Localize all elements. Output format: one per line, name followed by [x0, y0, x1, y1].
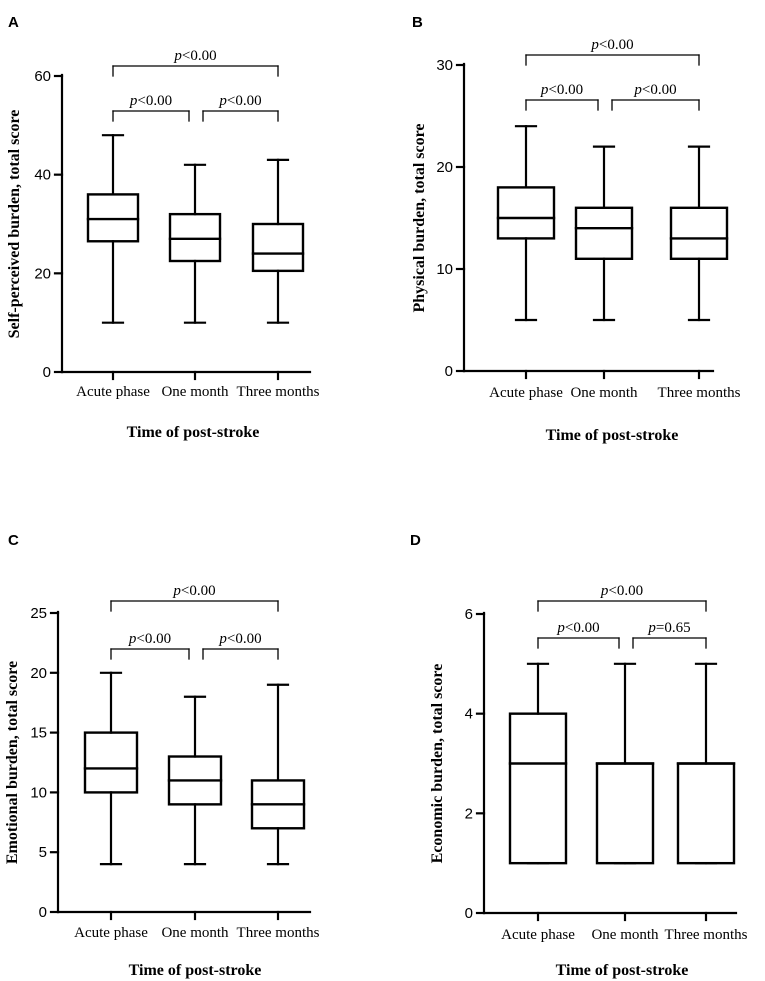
x-category-label: Acute phase: [501, 927, 575, 943]
panel-b: B 0 10 20 30 Acute phase One month Three months…: [411, 14, 741, 444]
x-axis-title: Time of post-stroke: [127, 424, 260, 441]
p-value-label: p<0.00: [129, 93, 172, 109]
y-tick-label: 0: [39, 904, 47, 921]
y-tick-label: 15: [30, 725, 47, 742]
panel-letter: C: [8, 532, 19, 549]
significance-bracket: p<0.00: [110, 583, 279, 612]
box-2: [574, 145, 634, 322]
box-2: [595, 662, 655, 865]
p-value-label: p<0.00: [540, 82, 583, 98]
box-3: [676, 662, 736, 865]
iqr-box: [168, 212, 222, 263]
iqr-box: [508, 712, 568, 865]
y-tick-label: 10: [30, 784, 47, 801]
p-value-label: p<0.00: [218, 93, 261, 109]
iqr-box: [496, 186, 556, 240]
x-axis-title: Time of post-stroke: [546, 427, 679, 444]
y-tick-label: 5: [39, 844, 47, 861]
p-value-label: p<0.00: [600, 583, 643, 599]
x-axis-title: Time of post-stroke: [556, 962, 689, 979]
iqr-box: [595, 762, 655, 865]
panel-letter: D: [410, 532, 421, 549]
x-category-label: Acute phase: [74, 925, 148, 941]
p-value-label: p<0.00: [172, 583, 215, 599]
box-3: [251, 158, 305, 324]
x-category-label: Three months: [237, 384, 320, 400]
y-tick-label: 0: [43, 364, 51, 381]
significance-bracket: p<0.00: [525, 37, 700, 66]
x-category-label: One month: [161, 384, 229, 400]
y-tick-label: 20: [30, 665, 47, 682]
panel-d: D 0 2 4 6 Acute phase One month Three months p<0…: [410, 532, 748, 979]
panel-letter: A: [8, 14, 19, 31]
iqr-box: [251, 222, 305, 273]
box-1: [83, 671, 139, 866]
p-value-label: p=0.65: [647, 620, 690, 636]
significance-bracket: p<0.00: [525, 82, 599, 111]
p-value-label: p<0.00: [173, 48, 216, 64]
x-category-label: One month: [161, 925, 229, 941]
p-value-label: p<0.00: [218, 631, 261, 647]
panel-a: A 0 20 40 60 Acute phase One month Three months…: [6, 14, 320, 441]
significance-bracket: p<0.00: [202, 631, 279, 660]
x-category-label: Acute phase: [489, 385, 563, 401]
significance-bracket: p=0.65: [632, 620, 707, 649]
box-3: [250, 683, 306, 866]
y-tick-label: 4: [465, 706, 473, 723]
y-tick-label: 30: [436, 57, 453, 74]
significance-bracket: p<0.00: [112, 93, 190, 122]
y-tick-label: 10: [436, 261, 453, 278]
iqr-box: [574, 206, 634, 261]
p-value-label: p<0.00: [590, 37, 633, 53]
significance-bracket: p<0.00: [537, 620, 620, 649]
iqr-box: [86, 193, 140, 243]
iqr-box: [669, 206, 729, 261]
x-category-label: Three months: [658, 385, 741, 401]
x-category-label: One month: [570, 385, 638, 401]
panel-letter: B: [412, 14, 423, 31]
y-tick-label: 0: [465, 905, 473, 922]
box-3: [669, 145, 729, 322]
y-tick-label: 40: [34, 167, 51, 184]
y-tick-label: 60: [34, 68, 51, 85]
box-1: [86, 134, 140, 324]
box-1: [508, 662, 568, 865]
iqr-box: [83, 731, 139, 794]
significance-bracket: p<0.00: [110, 631, 190, 660]
y-axis-title: Physical burden, total score: [411, 123, 428, 312]
x-category-label: Acute phase: [76, 384, 150, 400]
box-1: [496, 125, 556, 322]
p-value-label: p<0.00: [128, 631, 171, 647]
p-value-label: p<0.00: [556, 620, 599, 636]
y-tick-label: 0: [445, 363, 453, 380]
y-axis-title: Economic burden, total score: [429, 664, 446, 864]
panel-c: C 0 5 10 15 20 25 Acute phase One month Three mon…: [4, 532, 320, 979]
x-axis-title: Time of post-stroke: [129, 962, 262, 979]
iqr-box: [676, 762, 736, 865]
p-value-label: p<0.00: [633, 82, 676, 98]
y-tick-label: 2: [465, 805, 473, 822]
significance-bracket: p<0.00: [611, 82, 700, 111]
y-tick-label: 20: [34, 265, 51, 282]
y-axis-title: Emotional burden, total score: [4, 661, 21, 864]
significance-bracket: p<0.00: [537, 583, 707, 612]
box-2: [167, 695, 223, 866]
y-tick-label: 25: [30, 605, 47, 622]
x-category-label: Three months: [237, 925, 320, 941]
y-axis-title: Self-perceived burden, total score: [6, 110, 23, 339]
box-2: [168, 163, 222, 324]
x-category-label: One month: [591, 927, 659, 943]
significance-bracket: p<0.00: [202, 93, 279, 122]
x-category-label: Three months: [665, 927, 748, 943]
significance-bracket: p<0.00: [112, 48, 279, 77]
y-tick-label: 6: [465, 606, 473, 623]
y-tick-label: 20: [436, 159, 453, 176]
